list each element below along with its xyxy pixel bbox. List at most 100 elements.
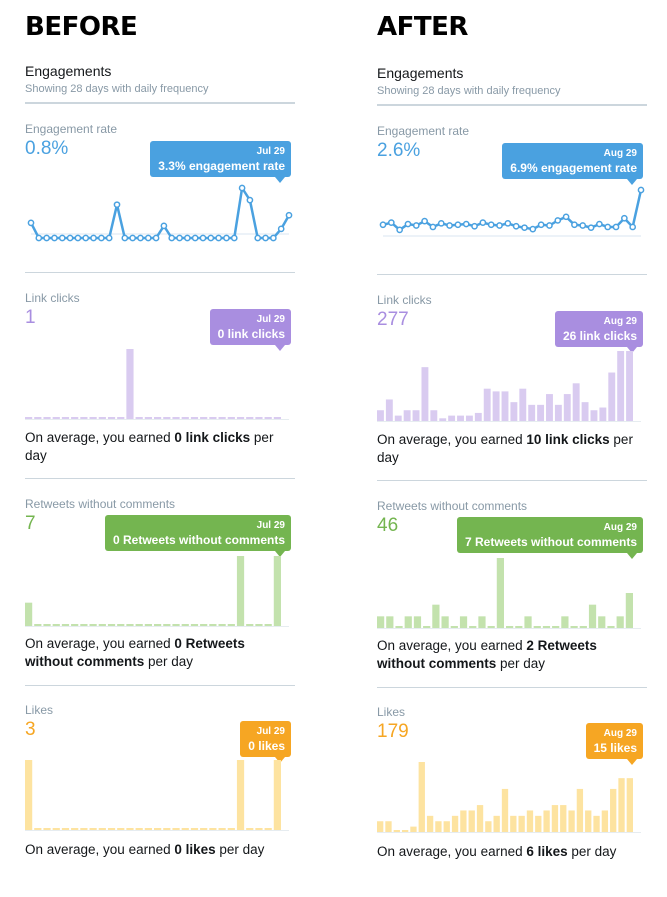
- rate-point: [496, 222, 503, 229]
- rate-point: [387, 219, 395, 226]
- rate-point: [421, 217, 428, 225]
- rate-point: [66, 234, 74, 242]
- bar: [385, 399, 393, 421]
- bar: [43, 624, 51, 626]
- header-divider: [377, 104, 647, 106]
- rate-point: [184, 234, 191, 242]
- rate-point: [137, 234, 144, 242]
- section-divider: [377, 274, 647, 275]
- bar: [163, 417, 171, 419]
- bar: [570, 626, 578, 628]
- rate-point: [487, 221, 495, 229]
- rate-point: [596, 220, 603, 228]
- rate-point: [396, 226, 403, 234]
- bar: [412, 410, 420, 421]
- bar: [610, 788, 617, 832]
- rate-point: [121, 234, 129, 242]
- bar: [89, 624, 97, 626]
- bar: [227, 828, 235, 830]
- bar: [71, 417, 79, 419]
- avg-value: 2 Retweets without comments: [377, 638, 597, 671]
- bar: [608, 372, 616, 421]
- rate-point: [277, 225, 285, 233]
- bar: [190, 417, 199, 419]
- bar: [163, 828, 171, 830]
- tooltip-date: Jul 29: [256, 314, 285, 325]
- rate-point: [168, 234, 176, 242]
- rate-point: [35, 234, 43, 242]
- retweets-label: Retweets without comments: [25, 497, 176, 511]
- avg-value: 0 link clicks: [174, 430, 251, 445]
- bar: [625, 593, 633, 628]
- bar: [246, 624, 254, 626]
- bar: [572, 383, 580, 421]
- bar: [126, 349, 134, 419]
- bar: [144, 624, 152, 626]
- tooltip-date: Jul 29: [256, 146, 285, 157]
- bar: [377, 410, 384, 421]
- link-clicks-chart: [377, 351, 641, 422]
- bar: [476, 805, 484, 832]
- link-clicks-tooltip: Aug 29 26 link clicks: [554, 311, 643, 353]
- rate-point: [504, 219, 512, 227]
- rate-point: [129, 234, 136, 242]
- avg-prefix: On average, you earned: [25, 842, 175, 857]
- bar: [618, 778, 625, 832]
- bar: [450, 626, 458, 628]
- rate-point: [191, 234, 199, 242]
- retweets-value: 46: [377, 515, 399, 536]
- bar: [492, 391, 500, 421]
- likes-average: On average, you earned 6 likes per day: [377, 843, 647, 861]
- rate-point: [90, 234, 97, 242]
- bar: [117, 828, 125, 830]
- bar: [209, 624, 217, 626]
- engagement-rate-label: Engagement rate: [377, 124, 470, 138]
- bar: [410, 826, 417, 832]
- bar: [616, 616, 624, 628]
- tooltip-date: Aug 29: [603, 728, 637, 739]
- engagement-rate-chart: [27, 184, 293, 242]
- bar: [126, 828, 134, 830]
- bar: [469, 626, 477, 628]
- link-clicks-label: Link clicks: [377, 293, 432, 307]
- section-divider: [25, 685, 295, 686]
- bar: [255, 624, 263, 626]
- rate-point: [246, 196, 254, 204]
- bar: [451, 815, 459, 832]
- bar: [107, 828, 116, 830]
- bar: [89, 417, 97, 419]
- rate-point: [529, 225, 537, 233]
- rate-point: [621, 214, 628, 222]
- bar: [154, 417, 162, 419]
- section-divider: [25, 478, 295, 479]
- avg-value: 6 likes: [526, 844, 568, 859]
- engagements-subtitle: Showing 28 days with daily frequency: [25, 83, 209, 95]
- likes-value: 179: [377, 721, 409, 742]
- link-clicks-chart: [25, 349, 289, 420]
- bar: [394, 415, 402, 421]
- bar: [441, 616, 449, 628]
- bar: [236, 417, 245, 419]
- bar: [227, 624, 235, 626]
- section-divider: [377, 480, 647, 481]
- bar: [255, 828, 263, 830]
- avg-value: 10 link clicks: [526, 432, 610, 447]
- avg-suffix: per day: [25, 430, 274, 463]
- bar: [218, 624, 226, 626]
- bar: [535, 815, 542, 832]
- rate-point: [82, 234, 90, 242]
- bar: [588, 604, 597, 628]
- bar: [404, 616, 412, 628]
- rate-point: [176, 234, 183, 242]
- tooltip-text: 26 link clicks: [562, 329, 637, 343]
- bar: [89, 828, 97, 830]
- avg-suffix: per day: [215, 842, 265, 857]
- bar: [255, 417, 263, 419]
- bar: [25, 417, 33, 419]
- rate-point: [238, 184, 246, 192]
- bar: [246, 417, 254, 419]
- bar: [519, 388, 527, 421]
- bar: [501, 391, 509, 421]
- bar: [483, 388, 491, 421]
- bar: [273, 760, 281, 830]
